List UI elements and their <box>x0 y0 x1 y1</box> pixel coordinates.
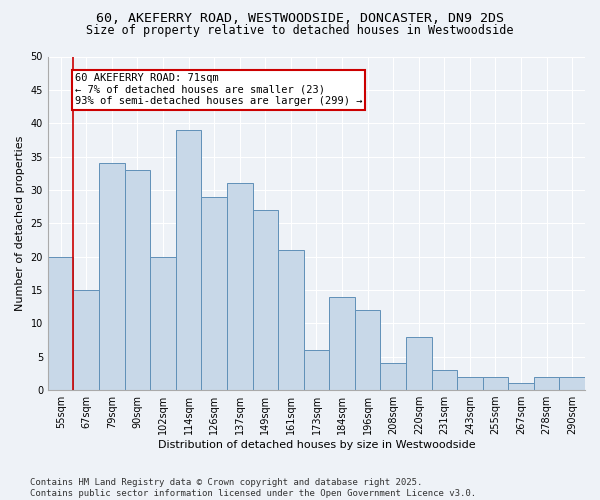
Bar <box>380 364 406 390</box>
Text: Contains HM Land Registry data © Crown copyright and database right 2025.
Contai: Contains HM Land Registry data © Crown c… <box>30 478 476 498</box>
Text: 60 AKEFERRY ROAD: 71sqm
← 7% of detached houses are smaller (23)
93% of semi-det: 60 AKEFERRY ROAD: 71sqm ← 7% of detached… <box>75 73 362 106</box>
Bar <box>457 376 482 390</box>
Bar <box>329 296 355 390</box>
Bar <box>406 336 431 390</box>
Bar <box>355 310 380 390</box>
Bar <box>534 376 559 390</box>
Bar <box>431 370 457 390</box>
Y-axis label: Number of detached properties: Number of detached properties <box>15 136 25 311</box>
Bar <box>253 210 278 390</box>
Bar <box>150 256 176 390</box>
Bar <box>202 196 227 390</box>
Bar <box>73 290 99 390</box>
Bar <box>304 350 329 390</box>
Bar <box>559 376 585 390</box>
Bar <box>99 163 125 390</box>
Bar <box>508 384 534 390</box>
X-axis label: Distribution of detached houses by size in Westwoodside: Distribution of detached houses by size … <box>158 440 475 450</box>
Text: 60, AKEFERRY ROAD, WESTWOODSIDE, DONCASTER, DN9 2DS: 60, AKEFERRY ROAD, WESTWOODSIDE, DONCAST… <box>96 12 504 26</box>
Bar <box>278 250 304 390</box>
Bar <box>48 256 73 390</box>
Text: Size of property relative to detached houses in Westwoodside: Size of property relative to detached ho… <box>86 24 514 37</box>
Bar <box>125 170 150 390</box>
Bar <box>482 376 508 390</box>
Bar <box>176 130 202 390</box>
Bar <box>227 184 253 390</box>
